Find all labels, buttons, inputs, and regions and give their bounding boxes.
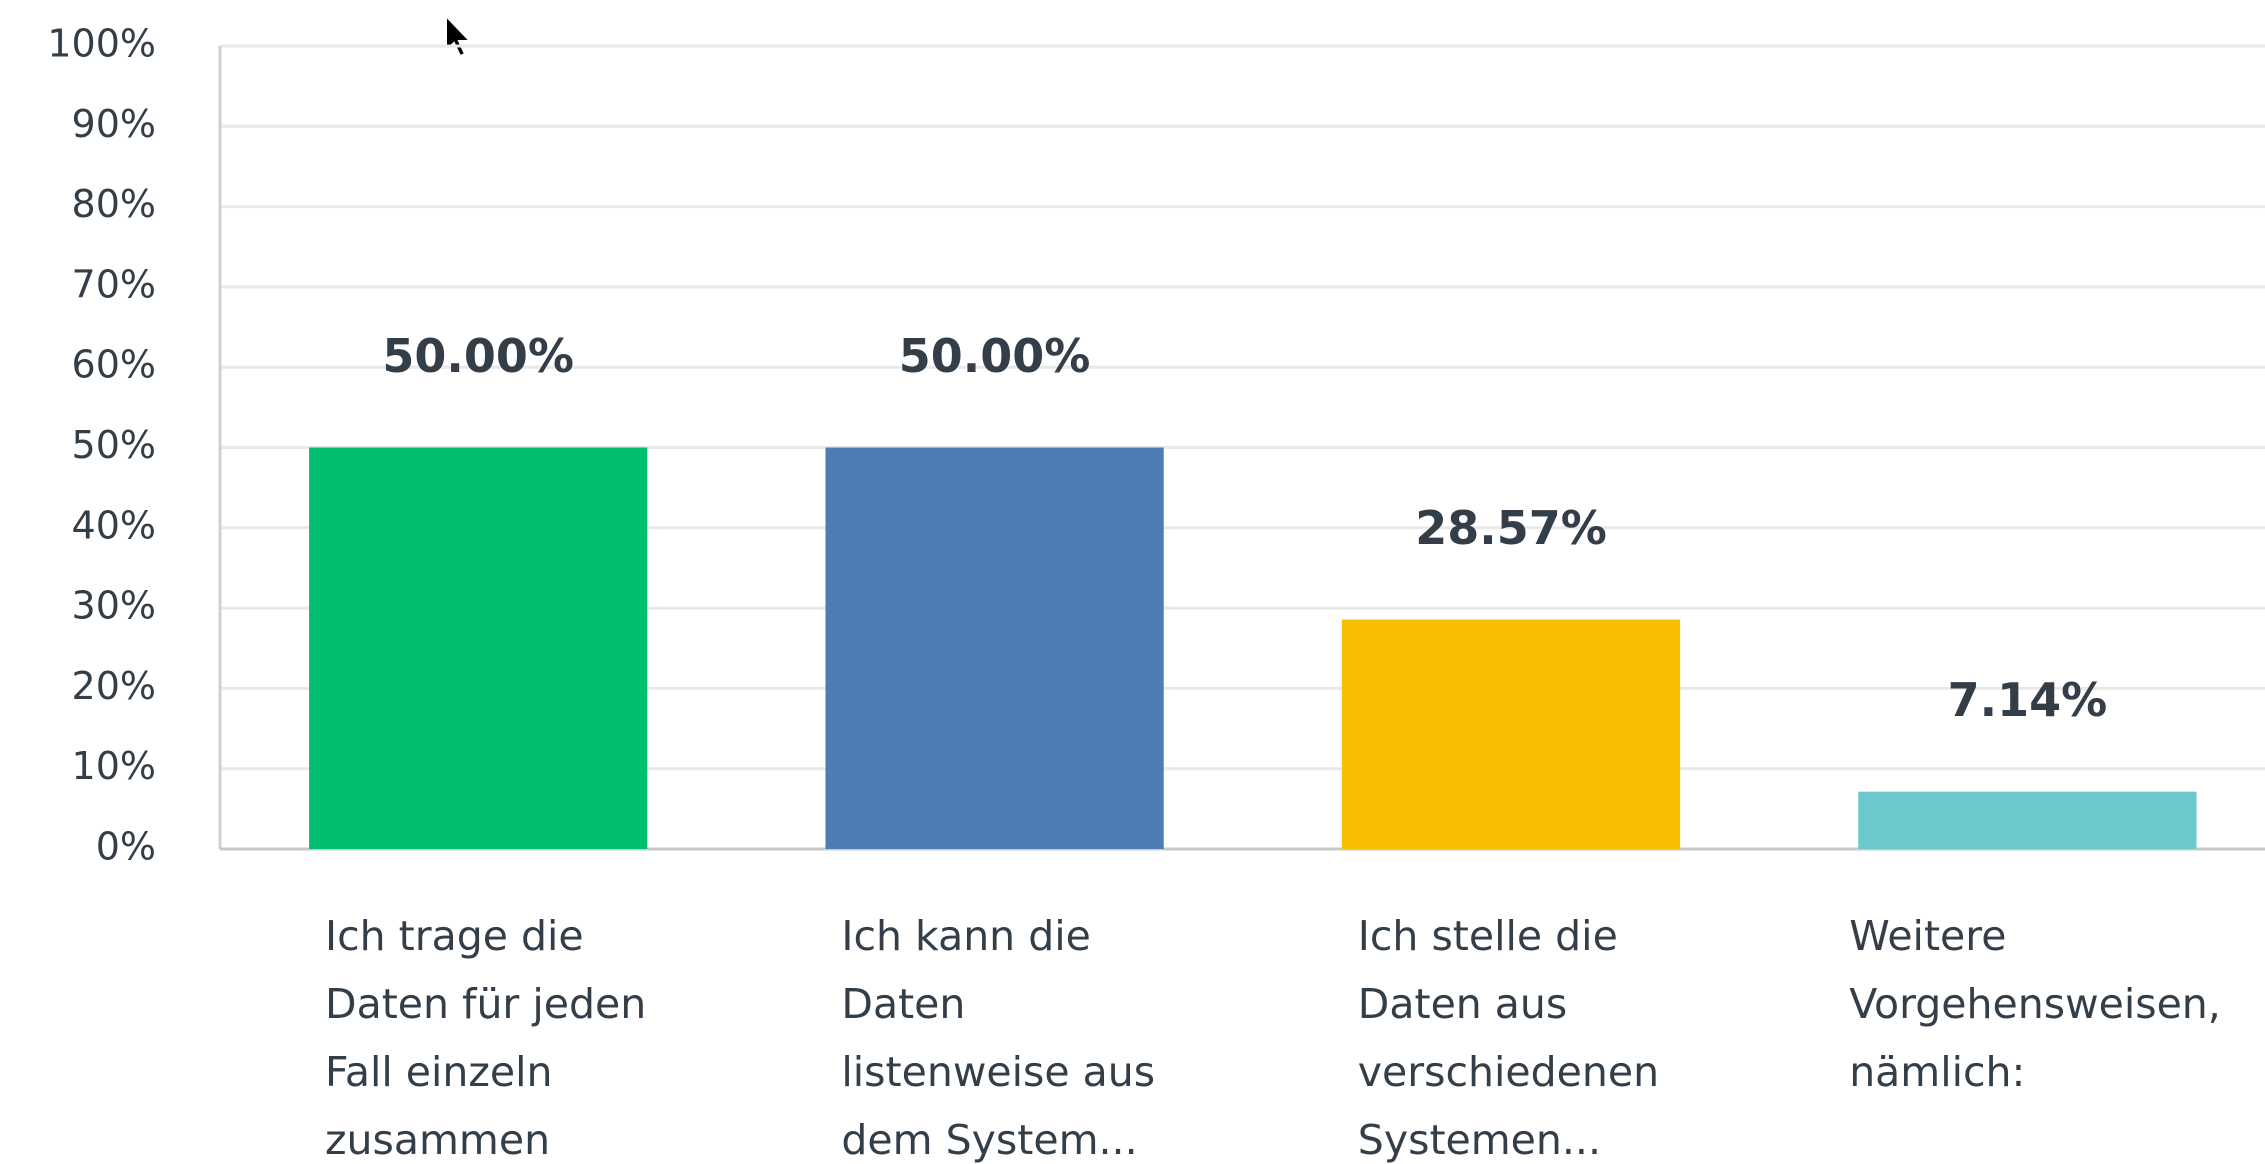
category-label-line: Vorgehensweisen, xyxy=(1849,980,2221,1028)
category-label-line: Daten für jeden xyxy=(325,980,646,1028)
y-tick-label: 50% xyxy=(72,423,156,467)
category-label-line: Systemen... xyxy=(1358,1116,1601,1164)
x-tick-label: Ich stelle die Daten aus verschiedenen Syst… xyxy=(1358,912,1659,1164)
x-tick-label: Ich kann die Daten listenweise aus dem Syst… xyxy=(841,912,1155,1164)
category-label-line: Ich kann die xyxy=(841,912,1090,960)
y-tick-label: 20% xyxy=(72,664,156,708)
y-tick-label: 40% xyxy=(72,503,156,547)
bar xyxy=(1858,791,2197,849)
x-tick-label: Ich trage die Daten für jeden Fall einzeln… xyxy=(325,912,646,1164)
value-label: 50.00% xyxy=(899,329,1091,383)
y-tick-label: 70% xyxy=(72,262,156,306)
y-tick-label: 80% xyxy=(72,182,156,226)
category-label-line: Daten xyxy=(841,980,965,1028)
y-tick-label: 90% xyxy=(72,102,156,146)
bar xyxy=(825,447,1164,849)
mouse-cursor xyxy=(445,13,473,58)
category-label-line: Fall einzeln xyxy=(325,1048,552,1096)
y-tick-label: 30% xyxy=(72,584,156,628)
value-label: 28.57% xyxy=(1415,501,1607,555)
category-label-line: Ich trage die xyxy=(325,912,584,960)
bar xyxy=(1341,619,1681,849)
category-label-line: Ich stelle die xyxy=(1358,912,1618,960)
category-label-line: nämlich: xyxy=(1849,1048,2025,1096)
category-label-line: verschiedenen xyxy=(1358,1048,1659,1096)
category-label-line: listenweise aus xyxy=(841,1048,1155,1096)
value-label: 50.00% xyxy=(382,329,574,383)
value-label: 7.14% xyxy=(1948,673,2108,727)
bar xyxy=(309,447,648,849)
category-label-line: Weitere xyxy=(1849,912,2006,960)
y-tick-label: 0% xyxy=(96,825,156,869)
category-label-line: zusammen xyxy=(325,1116,550,1164)
x-tick-label: Weitere Vorgehensweisen, nämlich: xyxy=(1849,912,2221,1096)
y-tick-label: 10% xyxy=(72,744,156,788)
y-tick-label: 60% xyxy=(72,343,156,387)
category-label-line: dem System... xyxy=(841,1116,1137,1164)
category-label-line: Daten aus xyxy=(1358,980,1567,1028)
y-tick-label: 100% xyxy=(47,22,156,66)
